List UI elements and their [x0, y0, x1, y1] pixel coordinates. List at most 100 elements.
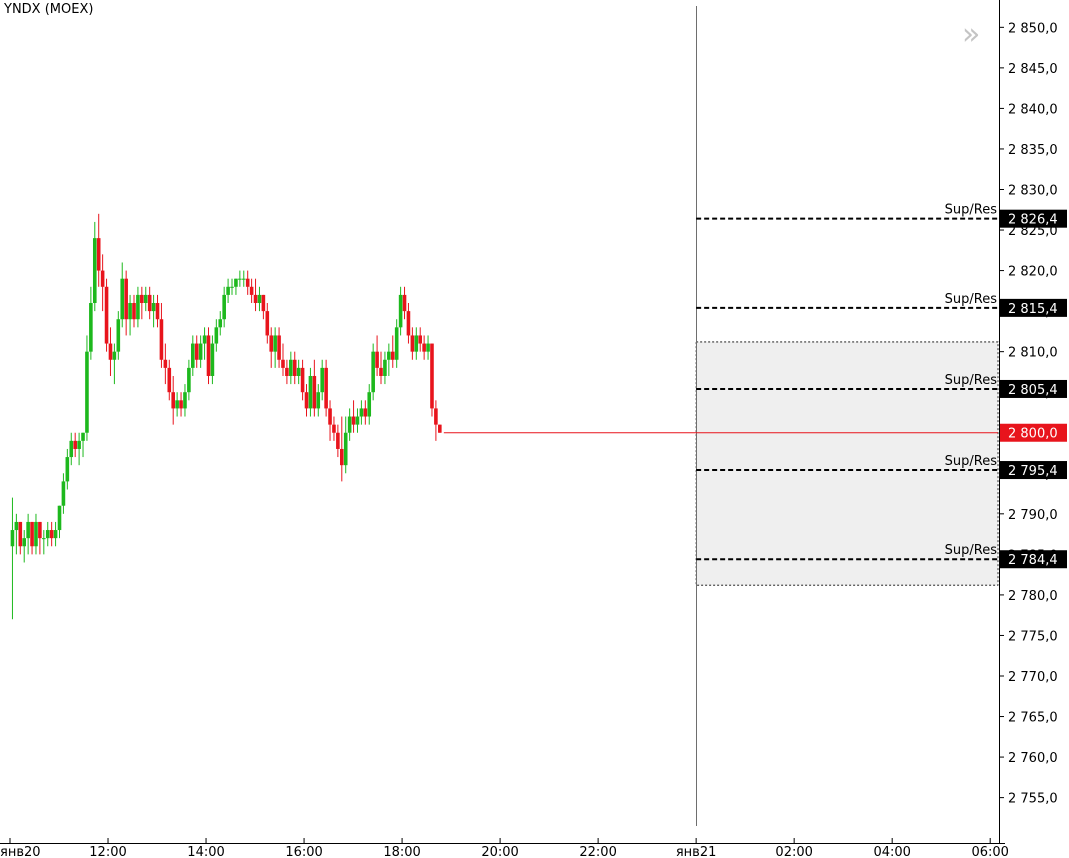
candle — [234, 278, 238, 295]
candle — [336, 424, 340, 458]
candle — [328, 400, 332, 441]
candle — [222, 286, 226, 328]
sup-res-label: Sup/Res — [945, 454, 998, 469]
y-tick-label: 2 780,0 — [1008, 589, 1058, 604]
candle — [116, 311, 121, 360]
candle — [426, 335, 430, 360]
candle — [257, 286, 262, 312]
candle — [241, 270, 246, 287]
candle — [281, 343, 285, 376]
x-tick-label: 18:00 — [383, 845, 420, 858]
x-tick-label: 04:00 — [873, 845, 910, 858]
candle — [414, 327, 419, 360]
x-tick-label: янв21 — [676, 845, 717, 858]
y-tick-label: 2 810,0 — [1008, 346, 1058, 361]
current-price-label: 2 800,0 — [1008, 427, 1058, 442]
candle — [300, 359, 305, 401]
candle — [112, 343, 117, 385]
sup-res-level: Sup/Res — [696, 292, 998, 309]
candle — [383, 351, 387, 385]
sup-res-levels: Sup/Res Sup/Res Sup/Res Sup/Res Sup/Res — [696, 203, 998, 561]
sup-res-level: Sup/Res — [696, 373, 998, 390]
candle — [22, 530, 27, 563]
candle — [198, 335, 203, 368]
candle — [273, 327, 277, 368]
candle — [210, 335, 215, 385]
candle — [394, 319, 399, 368]
y-axis-ticks: 2 755,0 2 760,0 2 765,0 2 770,0 2 775,0 2 780… — [999, 21, 1058, 807]
candle — [167, 359, 172, 401]
x-tick-label: янв20 — [0, 845, 41, 858]
candle — [387, 343, 391, 376]
candle — [304, 384, 309, 417]
sup-res-label: Sup/Res — [945, 373, 998, 388]
candle — [390, 335, 395, 368]
candle — [120, 262, 125, 328]
candle — [45, 521, 50, 547]
candle — [81, 432, 85, 458]
candle — [418, 327, 423, 352]
candle — [438, 424, 442, 433]
sup-res-price-label: 2 826,4 — [1008, 213, 1058, 228]
y-tick-label: 2 850,0 — [1008, 21, 1058, 36]
candle — [34, 513, 38, 555]
candle — [155, 294, 160, 328]
candle — [191, 335, 195, 376]
y-tick-label: 2 760,0 — [1008, 751, 1058, 766]
candle — [214, 319, 219, 352]
candle — [351, 400, 356, 433]
candle — [253, 278, 258, 312]
y-tick-label: 2 770,0 — [1008, 670, 1058, 685]
candle — [26, 513, 30, 555]
candle — [312, 359, 317, 417]
candle — [332, 416, 336, 441]
candle — [128, 294, 132, 336]
y-tick-label: 2 835,0 — [1008, 143, 1058, 158]
candle — [430, 343, 434, 417]
candle — [108, 327, 113, 376]
candle — [218, 311, 223, 336]
candle — [132, 294, 136, 328]
candle — [265, 303, 270, 344]
candle — [187, 359, 191, 401]
sup-res-level: Sup/Res — [696, 543, 998, 561]
y-tick-label: 2 755,0 — [1008, 792, 1058, 807]
candle — [206, 327, 211, 385]
y-tick-label: 2 825,0 — [1008, 224, 1058, 239]
candle — [171, 375, 176, 425]
candle — [347, 408, 352, 441]
y-tick-label: 2 790,0 — [1008, 508, 1058, 523]
sup-res-price-label: 2 784,4 — [1008, 553, 1058, 568]
y-tick-label: 2 765,0 — [1008, 711, 1058, 726]
x-axis-ticks: янв20 12:00 14:00 16:00 18:00 20:00 22:00 янв21… — [0, 838, 1009, 858]
candle — [92, 221, 97, 312]
price-badges: 2 826,4 2 815,4 2 805,4 2 795,4 2 784,4 2 800… — [1000, 209, 1067, 569]
candle — [163, 343, 168, 385]
axes — [0, 0, 1005, 844]
candle — [230, 278, 234, 295]
candle — [151, 294, 156, 328]
candle — [53, 521, 58, 547]
candle — [434, 400, 438, 441]
candle — [402, 286, 407, 320]
sup-res-price-badge: 2 826,4 — [1000, 209, 1067, 228]
y-tick-label: 2 830,0 — [1008, 183, 1058, 198]
candle — [69, 432, 74, 466]
candle — [38, 521, 42, 555]
x-tick-label: 12:00 — [89, 845, 126, 858]
candle — [194, 335, 199, 368]
chevron-double-right-icon[interactable]: » — [962, 17, 981, 52]
candle — [159, 303, 164, 368]
candle — [269, 327, 274, 368]
candle — [85, 335, 89, 441]
candle — [371, 343, 375, 401]
candle — [285, 359, 289, 385]
candle — [249, 278, 254, 304]
candle — [14, 513, 19, 555]
candle — [296, 359, 301, 385]
candle — [143, 286, 148, 312]
candle — [277, 327, 281, 368]
candle — [10, 497, 15, 620]
candle — [226, 278, 230, 304]
